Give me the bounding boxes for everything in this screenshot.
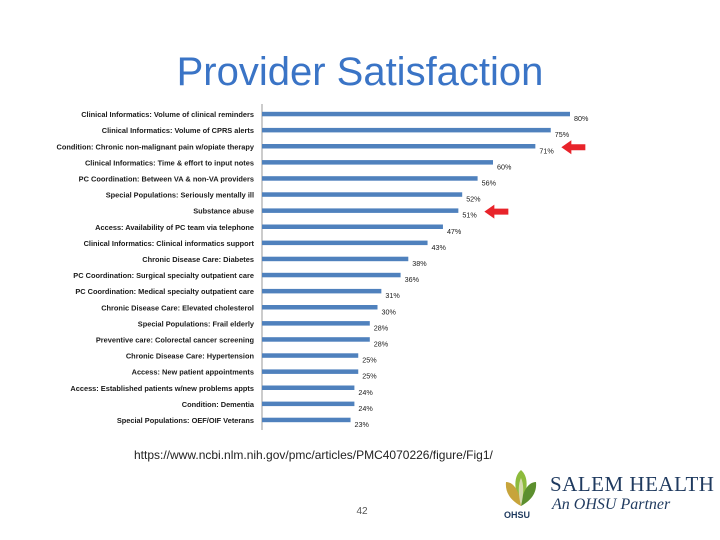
- bar: [262, 401, 355, 407]
- bar: [262, 353, 359, 358]
- value-label: 31%: [385, 291, 400, 300]
- slide-title: Provider Satisfaction: [176, 50, 544, 94]
- highlight-arrows: [484, 140, 586, 219]
- category-label: Access: New patient appointments: [132, 368, 254, 377]
- bar: [262, 160, 493, 165]
- page-number: 42: [356, 506, 368, 517]
- ohsu-text: OHSU: [504, 510, 531, 520]
- category-label: Chronic Disease Care: Hypertension: [126, 352, 255, 361]
- bar: [262, 176, 478, 181]
- value-label: 71%: [539, 146, 554, 155]
- value-label: 24%: [358, 404, 373, 413]
- category-label: Clinical Informatics: Volume of CPRS ale…: [102, 126, 254, 135]
- category-label: Special Populations: Frail elderly: [138, 319, 255, 328]
- category-label: Preventive care: Colorectal cancer scree…: [96, 335, 255, 344]
- category-label: Access: Availability of PC team via tele…: [95, 223, 254, 232]
- bar: [262, 224, 443, 229]
- category-label: Clinical Informatics: Clinical informati…: [84, 239, 255, 248]
- ohsu-leaf-icon: [505, 470, 537, 506]
- value-label: 47%: [447, 227, 462, 236]
- value-label: 80%: [574, 114, 589, 123]
- category-label: Clinical Informatics: Time & effort to i…: [85, 158, 254, 167]
- value-label: 25%: [362, 372, 377, 381]
- value-label: 56%: [482, 178, 497, 187]
- bar-chart: Clinical Informatics: Volume of clinical…: [57, 104, 589, 430]
- category-label: Condition: Chronic non-malignant pain w/…: [57, 142, 255, 151]
- value-label: 30%: [382, 307, 397, 316]
- category-label: Clinical Informatics: Volume of clinical…: [81, 110, 254, 119]
- value-label: 51%: [462, 211, 477, 220]
- bar: [262, 192, 463, 197]
- bar: [262, 288, 382, 294]
- bar: [262, 127, 551, 133]
- category-label: Condition: Dementia: [182, 400, 255, 409]
- value-label: 28%: [374, 323, 389, 332]
- category-label: Chronic Disease Care: Diabetes: [142, 255, 254, 264]
- value-label: 25%: [362, 356, 377, 365]
- value-label: 43%: [432, 243, 447, 252]
- bar: [262, 256, 409, 262]
- category-label: PC Coordination: Between VA & non-VA pro…: [79, 174, 254, 183]
- bar: [262, 240, 428, 246]
- value-labels: 80% 75%71% 60%56%52% 51%47%43% 38% 36% 31% 30% 2…: [355, 114, 589, 429]
- category-labels: Clinical Informatics: Volume of clinical…: [57, 110, 255, 425]
- source-url[interactable]: https://www.ncbi.nlm.nih.gov/pmc/article…: [134, 448, 493, 462]
- brand-tagline: An OHSU Partner: [552, 496, 671, 513]
- bar: [262, 208, 459, 213]
- highlight-arrow-icon: [484, 204, 509, 219]
- bar: [262, 337, 370, 342]
- category-label: Substance abuse: [193, 207, 254, 216]
- category-label: Access: Established patients w/new probl…: [70, 384, 254, 393]
- category-label: Special Populations: Seriously mentally …: [106, 191, 254, 200]
- value-label: 75%: [555, 130, 570, 139]
- brand-name: SALEM HEALTH: [550, 472, 715, 496]
- bar: [262, 305, 378, 310]
- bars: [262, 111, 570, 423]
- value-label: 24%: [358, 388, 373, 397]
- value-label: 52%: [466, 195, 481, 204]
- category-label: Chronic Disease Care: Elevated cholester…: [101, 303, 254, 312]
- value-label: 28%: [374, 339, 389, 348]
- value-label: 60%: [497, 162, 512, 171]
- category-label: PC Coordination: Medical specialty outpa…: [75, 287, 254, 296]
- bar: [262, 321, 370, 326]
- bar: [262, 385, 355, 390]
- bar: [262, 369, 359, 374]
- value-label: 38%: [412, 259, 427, 268]
- bar: [262, 417, 351, 423]
- value-label: 23%: [355, 420, 370, 429]
- category-label: Special Populations: OEF/OIF Veterans: [117, 416, 254, 425]
- salem-health-logo: OHSU SALEM HEALTH An OHSU Partner: [498, 466, 714, 526]
- category-label: PC Coordination: Surgical specialty outp…: [73, 271, 254, 280]
- bar: [262, 272, 401, 278]
- bar: [262, 111, 570, 117]
- bar: [262, 144, 536, 149]
- highlight-arrow-icon: [561, 140, 586, 155]
- value-label: 36%: [405, 275, 420, 284]
